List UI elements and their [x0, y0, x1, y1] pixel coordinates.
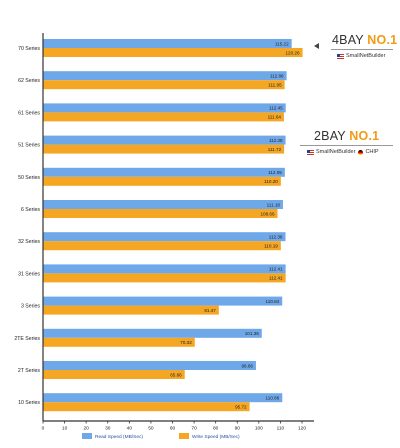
badge-2bay-sources: SmallNetBuilder CHIP	[307, 146, 379, 155]
read-speed-bar	[43, 39, 292, 48]
write-speed-bar	[43, 273, 286, 283]
read-speed-bar	[43, 167, 285, 177]
category-label: 10 Series	[18, 400, 40, 406]
write-speed-bar	[43, 209, 278, 218]
write-speed-value-label: 110.19	[264, 244, 278, 249]
x-tick-label: 0	[42, 426, 45, 432]
read-speed-bar	[43, 200, 283, 209]
write-speed-bar	[43, 370, 185, 379]
category-label: 31 Series	[18, 271, 40, 277]
x-tick-label: 10	[62, 426, 68, 432]
read-speed-value-label: 110.84	[266, 299, 280, 304]
read-speed-value-label: 112.41	[269, 267, 283, 272]
category-label: 32 Series	[18, 239, 40, 245]
x-tick-label: 20	[83, 426, 89, 432]
legend-swatch	[179, 433, 189, 439]
category-label: 2TE Series	[14, 336, 40, 342]
write-speed-bar	[43, 112, 284, 122]
x-tick-label: 120	[298, 426, 306, 432]
read-speed-value-label: 110.86	[266, 396, 280, 401]
read-speed-bar	[43, 296, 283, 306]
x-tick-label: 40	[127, 426, 133, 432]
badge-4bay-rule	[331, 49, 393, 50]
write-speed-value-label: 70.32	[180, 340, 192, 345]
legend-swatch	[82, 433, 92, 439]
badge-2bay-prefix: 2BAY	[314, 129, 350, 143]
read-speed-bar	[43, 232, 286, 242]
de-flag-icon	[358, 149, 364, 155]
category-label: 6 Series	[21, 207, 40, 213]
write-speed-value-label: 111.64	[268, 115, 282, 120]
category-label: 3 Series	[21, 304, 40, 310]
x-tick-label: 70	[191, 426, 197, 432]
read-speed-bar	[43, 393, 283, 403]
read-speed-value-label: 112.45	[269, 106, 283, 111]
badge-2bay-highlight: NO.1	[349, 129, 380, 143]
write-speed-bar	[43, 176, 281, 186]
badge-2bay-rule	[300, 145, 393, 146]
badge-2bay-source-1: SmallNetBuilder	[316, 149, 356, 155]
write-speed-bar	[43, 48, 303, 57]
write-speed-bar	[43, 402, 250, 412]
read-speed-bar	[43, 328, 262, 338]
badge-4bay-title: 4BAY NO.1	[332, 33, 397, 47]
write-speed-bar	[43, 337, 195, 347]
write-speed-value-label: 110.20	[264, 179, 278, 184]
write-speed-value-label: 120.26	[285, 50, 299, 55]
write-speed-bar	[43, 305, 219, 315]
x-tick-label: 110	[277, 426, 285, 432]
badge-4bay-source-1: SmallNetBuilder	[346, 53, 386, 59]
write-speed-value-label: 108.66	[260, 211, 274, 216]
legend-label: Read Speed (MB/Sec)	[95, 434, 143, 440]
write-speed-value-label: 95.72	[235, 405, 247, 410]
write-speed-value-label: 111.95	[268, 83, 282, 88]
write-speed-value-label: 65.66	[170, 372, 182, 377]
read-speed-value-label: 101.36	[245, 331, 259, 336]
x-tick-label: 30	[105, 426, 111, 432]
write-speed-value-label: 112.41	[269, 276, 283, 281]
read-speed-bar	[43, 361, 256, 370]
badge-pointer-icon	[314, 43, 319, 49]
x-tick-label: 50	[148, 426, 154, 432]
x-tick-label: 80	[213, 426, 219, 432]
read-speed-bar	[43, 103, 286, 113]
x-tick-label: 60	[170, 426, 176, 432]
category-label: 50 Series	[18, 175, 40, 181]
x-tick-label: 100	[255, 426, 263, 432]
badge-2bay-title: 2BAY NO.1	[314, 129, 379, 143]
us-flag-icon	[337, 53, 344, 59]
badge-4bay-sources: SmallNetBuilder	[337, 50, 385, 59]
category-label: 70 Series	[18, 46, 40, 52]
category-label: 61 Series	[18, 110, 40, 116]
badge-4bay-highlight: NO.1	[367, 33, 398, 47]
read-speed-value-label: 112.86	[270, 74, 284, 79]
read-speed-value-label: 112.36	[269, 235, 283, 240]
write-speed-bar	[43, 241, 281, 251]
category-label: 62 Series	[18, 78, 40, 84]
write-speed-bar	[43, 144, 285, 154]
legend-label: Write Speed (MB/Sec)	[192, 434, 240, 440]
read-speed-value-label: 112.05	[268, 170, 282, 175]
read-speed-value-label: 115.22	[275, 41, 289, 46]
x-tick-label: 90	[235, 426, 241, 432]
read-speed-bar	[43, 135, 286, 145]
badge-4bay: 4BAY NO.1	[332, 33, 397, 47]
read-speed-bar	[43, 264, 286, 274]
write-speed-bar	[43, 80, 285, 90]
write-speed-value-label: 111.72	[268, 147, 282, 152]
read-speed-value-label: 112.38	[269, 138, 283, 143]
write-speed-value-label: 81.47	[204, 308, 216, 313]
badge-2bay: 2BAY NO.1	[314, 129, 379, 143]
read-speed-value-label: 111.18	[267, 202, 281, 207]
read-speed-value-label: 98.66	[241, 363, 253, 368]
us-flag-icon	[307, 149, 314, 155]
badge-4bay-prefix: 4BAY	[332, 33, 368, 47]
category-label: 2T Series	[18, 368, 41, 374]
badge-2bay-source-2: CHIP	[365, 149, 379, 155]
category-label: 51 Series	[18, 143, 40, 149]
read-speed-bar	[43, 71, 287, 81]
